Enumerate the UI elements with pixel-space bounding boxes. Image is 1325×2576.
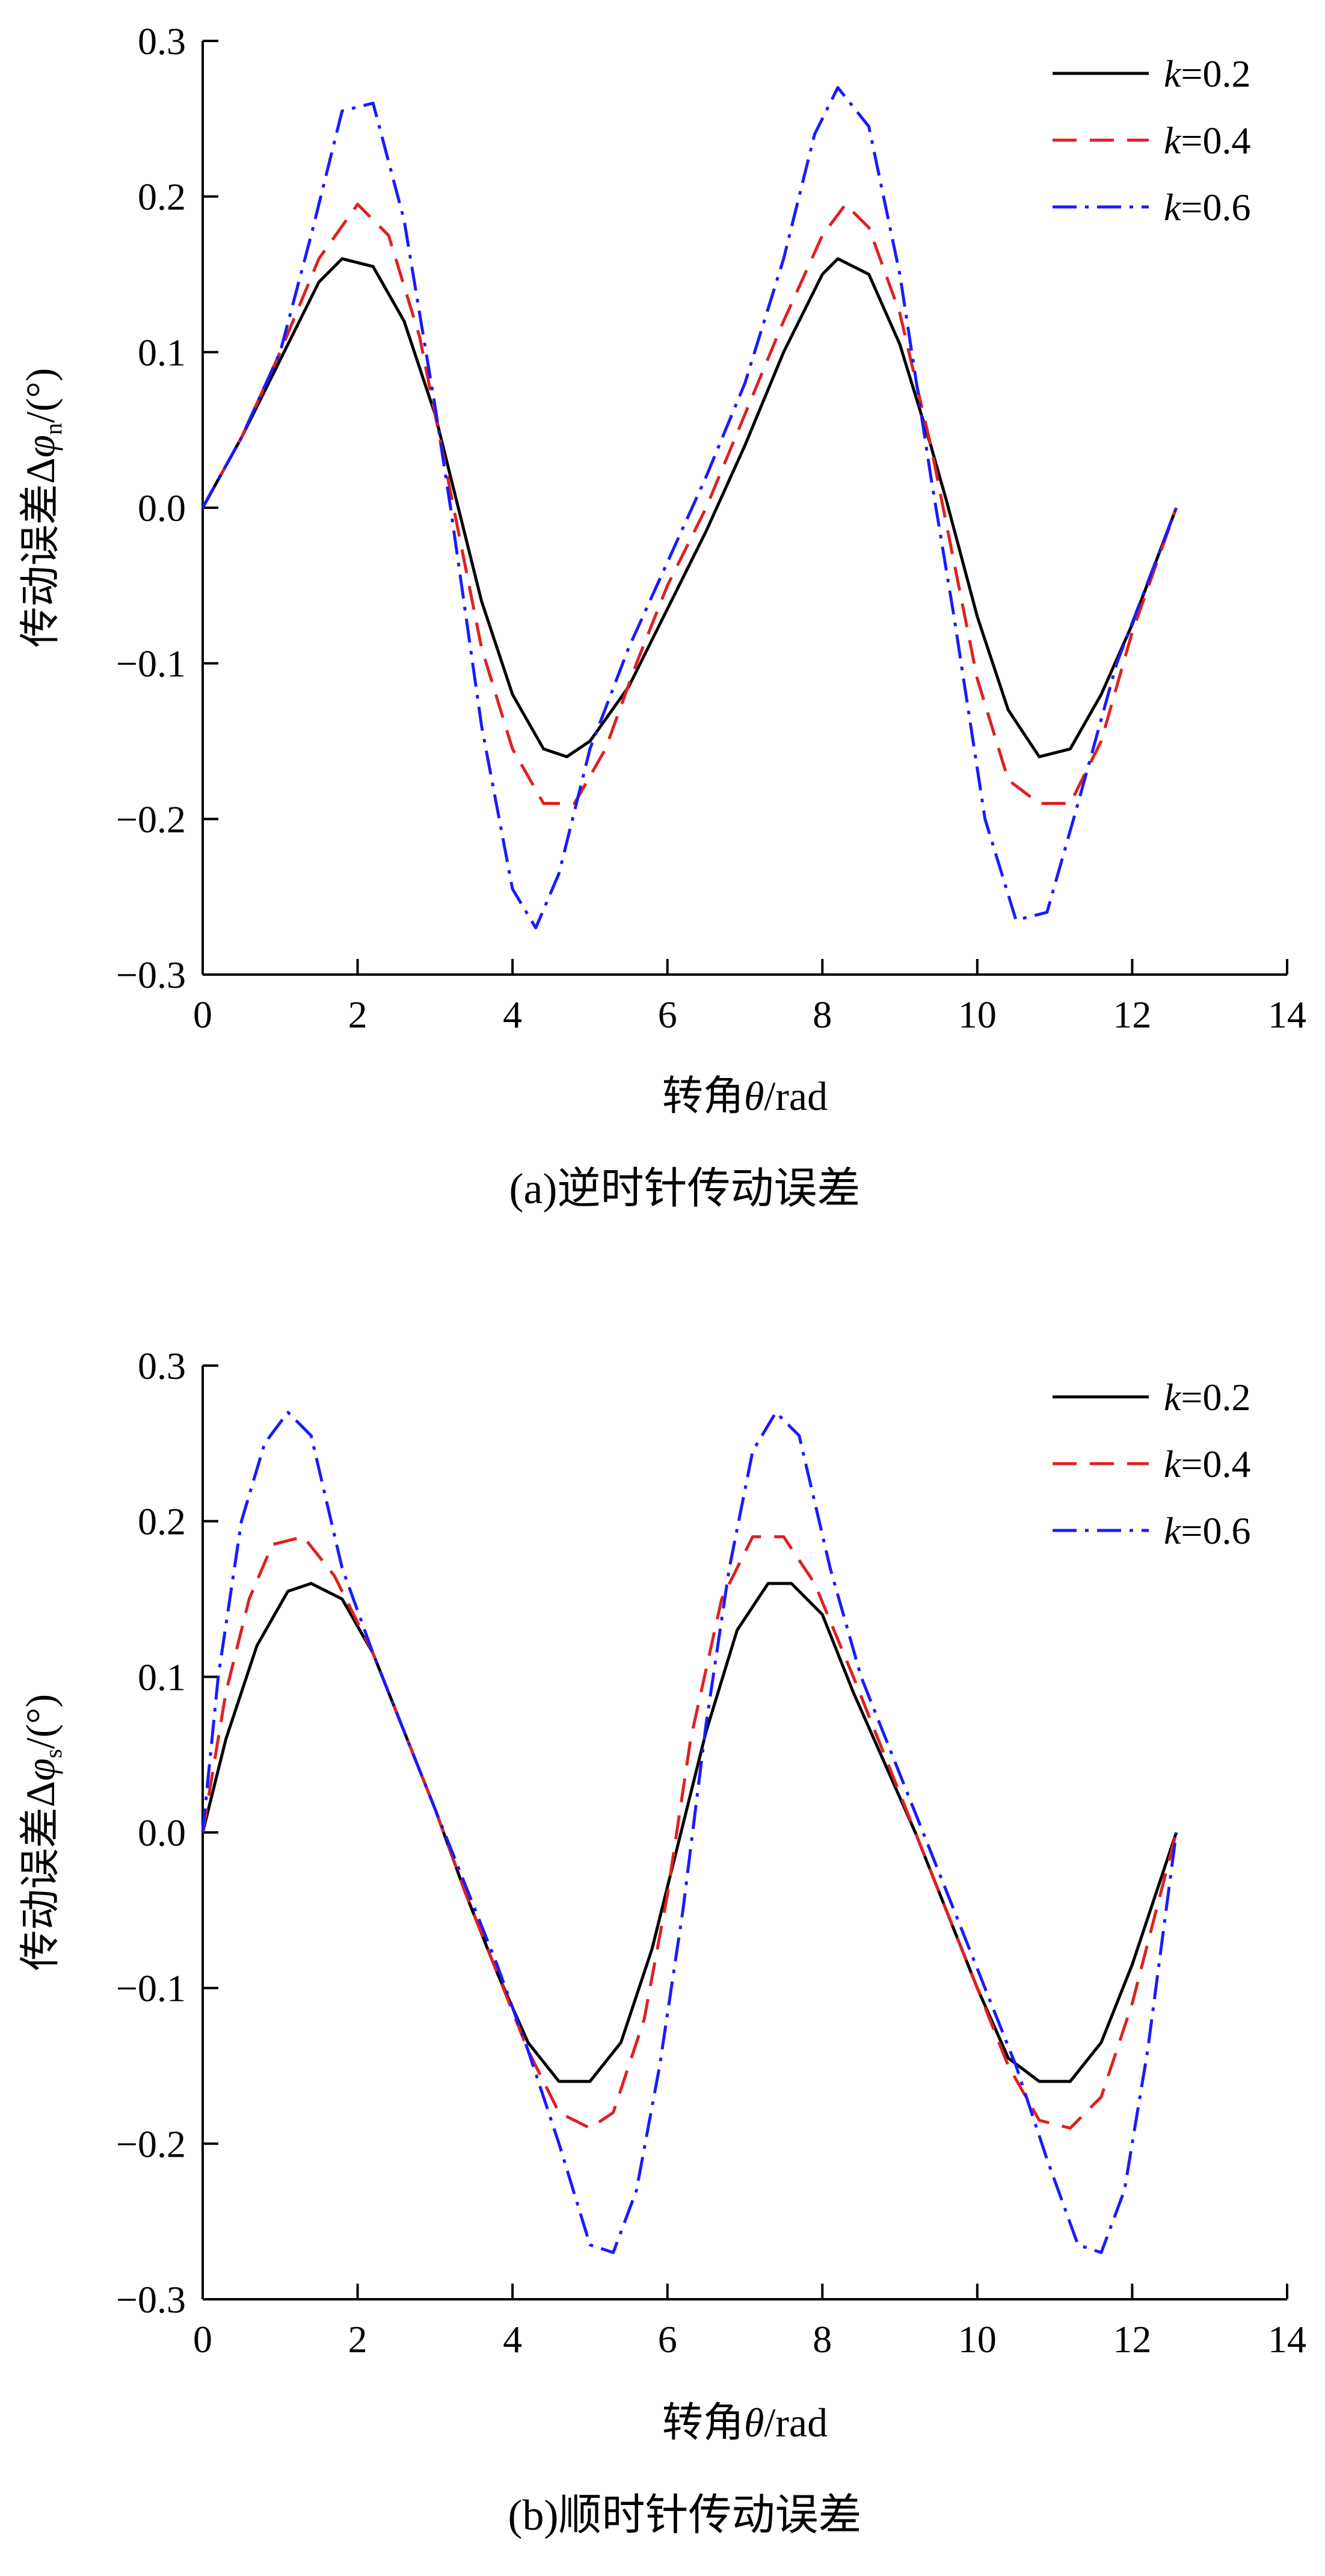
- y-tick-label: 0.3: [138, 20, 186, 63]
- legend-label: k=0.2: [1164, 1376, 1251, 1419]
- x-tick-label: 6: [658, 2318, 677, 2361]
- y-tick-label: 0.0: [138, 1811, 186, 1854]
- y-tick-label: −0.2: [116, 2122, 186, 2165]
- legend-label-var: k: [1164, 1509, 1182, 1552]
- y-tick-label: 0.2: [138, 1500, 186, 1543]
- series-line-k-0-2: [201, 257, 1178, 759]
- x-tick-label: 6: [658, 993, 677, 1036]
- x-axis-label-suffix: /rad: [764, 2400, 828, 2445]
- chart-caption: (a)逆时针传动误差: [509, 1165, 861, 1213]
- legend-label: k=0.6: [1164, 1509, 1251, 1552]
- y-axis-label-subscript: n: [40, 423, 67, 435]
- series-line-k-0-6: [201, 1411, 1178, 2254]
- x-tick-label: 0: [193, 2318, 212, 2361]
- y-tick-label: 0.2: [138, 176, 186, 218]
- x-tick-label: 8: [813, 993, 832, 1036]
- y-axis-label-suffix: /(°): [17, 1694, 63, 1749]
- series-line-k-0-2: [201, 1582, 1178, 2083]
- chart-panel-a: 0 2 4 6 8 10 12 140.30.20.10.0−0.1−0.2−0.3k=0.2…: [17, 20, 1306, 1213]
- x-axis-label-prefix: 转角: [662, 2400, 744, 2445]
- x-tick-label: 12: [1113, 993, 1151, 1036]
- x-tick-label: 10: [958, 2318, 997, 2361]
- y-tick-label: 0.1: [138, 331, 186, 374]
- x-tick-label: 4: [503, 2318, 522, 2361]
- x-tick-label: 10: [958, 993, 997, 1036]
- chart-caption: (b)顺时针传动误差: [508, 2491, 862, 2539]
- y-tick-label: −0.2: [116, 798, 186, 840]
- legend-label-var: k: [1164, 1443, 1182, 1485]
- x-tick-label: 0: [193, 993, 212, 1036]
- y-axis-label-prefix: 传动误差Δ: [17, 458, 63, 648]
- x-tick-label: 12: [1113, 2318, 1151, 2361]
- legend-label: k=0.4: [1164, 1443, 1251, 1485]
- y-tick-label: −0.1: [116, 1967, 186, 2010]
- legend-label: k=0.4: [1164, 119, 1251, 162]
- y-tick-label: −0.3: [116, 954, 186, 996]
- legend-label: k=0.2: [1164, 52, 1251, 95]
- legend-label-value: =0.4: [1181, 1443, 1250, 1485]
- x-tick-label: 14: [1268, 2318, 1306, 2361]
- y-tick-label: 0.3: [138, 1345, 186, 1387]
- chart-panel-b: 0 2 4 6 8 10 12 140.30.20.10.0−0.1−0.2−0.3k=0.2…: [17, 1345, 1306, 2539]
- legend-label-var: k: [1164, 119, 1182, 162]
- legend-label-var: k: [1164, 52, 1182, 95]
- y-tick-label: −0.1: [116, 642, 186, 685]
- x-axis-label: 转角θ/rad: [662, 2400, 828, 2445]
- x-axis-label-suffix: /rad: [764, 1073, 828, 1119]
- y-tick-label: −0.3: [116, 2278, 186, 2321]
- y-axis-label: 传动误差Δφn/(°): [17, 368, 67, 648]
- y-axis-label-subscript: s: [40, 1749, 67, 1758]
- x-axis-label-prefix: 转角: [662, 1073, 744, 1119]
- series-line-k-0-4: [201, 1535, 1178, 2130]
- y-axis-label: 传动误差Δφs/(°): [17, 1694, 67, 1971]
- y-tick-label: 0.1: [138, 1656, 186, 1698]
- x-tick-label: 2: [348, 993, 367, 1036]
- legend-label-value: =0.4: [1181, 119, 1250, 162]
- legend-label-value: =0.2: [1181, 52, 1250, 95]
- legend-label-var: k: [1164, 186, 1182, 229]
- y-axis-label-prefix: 传动误差Δ: [17, 1781, 63, 1971]
- series-line-k-0-6: [201, 86, 1178, 929]
- y-axis-label-var: φ: [17, 1758, 63, 1781]
- x-axis-label-var: θ: [744, 2400, 764, 2445]
- y-axis-label-suffix: /(°): [17, 368, 63, 423]
- series-line-k-0-4: [201, 203, 1178, 805]
- y-tick-label: 0.0: [138, 487, 186, 529]
- y-axis-label-var: φ: [17, 435, 63, 458]
- legend-label-value: =0.6: [1181, 1509, 1250, 1552]
- legend-label-value: =0.2: [1181, 1376, 1250, 1419]
- legend-label: k=0.6: [1164, 186, 1251, 229]
- x-axis-label: 转角θ/rad: [662, 1073, 828, 1119]
- legend-label-var: k: [1164, 1376, 1182, 1419]
- x-tick-label: 8: [813, 2318, 832, 2361]
- x-axis-label-var: θ: [744, 1073, 764, 1119]
- x-tick-label: 4: [503, 993, 522, 1036]
- x-tick-label: 14: [1268, 993, 1306, 1036]
- legend-label-value: =0.6: [1181, 186, 1250, 229]
- x-tick-label: 2: [348, 2318, 367, 2361]
